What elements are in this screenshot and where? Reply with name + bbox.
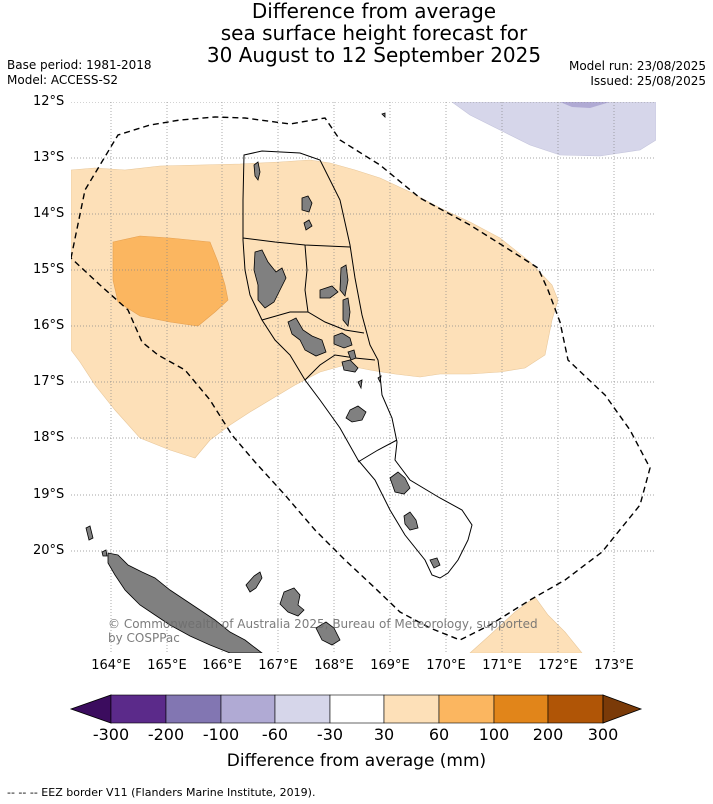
lat-label-18s: 18°S [33,430,65,445]
colorbar-bin-5 [329,694,385,724]
colorbar-bin-4 [274,694,331,724]
colorbar-bin-3 [220,694,276,724]
lon-label-165e: 165°E [147,658,187,673]
model-run-text: Model run: 23/08/2025 [568,59,706,73]
title-line-3: 30 August to 12 September 2025 [206,43,542,67]
colorbar-tick-label: -60 [261,725,289,744]
colorbar-extend-right [602,694,643,724]
colorbar-bin-2 [165,694,222,724]
lat-label-13s: 13°S [33,150,65,165]
colorbar-tick-label: -30 [316,725,344,744]
eez-border [71,116,651,641]
land-vanuatu [253,161,441,569]
province-boundary-1 [242,237,351,248]
lat-label-14s: 14°S [33,206,65,221]
province-boundary-4 [304,354,376,381]
anomaly-region-neg60-neg100 [560,102,610,108]
lat-label-19s: 19°S [33,487,65,502]
base-period-text: Base period: 1981-2018 [7,58,152,72]
colorbar-bin-6 [383,694,440,724]
map-title: Difference from average sea surface heig… [0,0,713,66]
land-new-caledonia [85,112,386,653]
colorbar-tick-label: 30 [373,725,395,744]
lon-label-169e: 169°E [370,658,410,673]
lon-label-173e: 173°E [594,658,634,673]
colorbar-tick-label: 60 [428,725,450,744]
eez-footnote: -- -- -- EEZ border V11 (Flanders Marine… [7,786,316,799]
colorbar-tick-label: -200 [147,725,185,744]
lat-label-15s: 15°S [33,262,65,277]
lon-label-167e: 167°E [258,658,298,673]
lat-label-17s: 17°S [33,374,65,389]
title-line-2: sea surface height forecast for [220,21,528,45]
colorbar-tick-label: 100 [478,725,510,744]
lon-label-164e: 164°E [91,658,131,673]
lat-label-12s: 12°S [33,94,65,109]
lat-label-16s: 16°S [33,318,65,333]
anomaly-region-30-60 [71,159,559,459]
anomaly-region-30-60-south [469,596,583,653]
meta-right: Model run: 23/08/2025 Issued: 25/08/2025 [569,59,706,89]
lat-label-20s: 20°S [33,543,65,558]
lon-label-166e: 166°E [202,658,242,673]
model-text: Model: ACCESS-S2 [7,73,119,87]
colorbar-extend-left [69,694,112,724]
province-boundary-outline [242,150,473,579]
colorbar-tick-label: 200 [532,725,564,744]
province-boundary-3 [261,311,365,334]
colorbar-tick-label: 300 [587,725,619,744]
colorbar-tick-label: -100 [202,725,240,744]
province-boundary-5 [357,439,398,463]
copyright-notice: © Commonwealth of Australia 2025, Bureau… [108,617,538,645]
copyright-line-2: by COSPPac [108,631,180,645]
copyright-line-1: © Commonwealth of Australia 2025, Bureau… [108,617,538,631]
map-plot-area [71,102,656,653]
colorbar-bin-7 [438,694,495,724]
colorbar-title: Difference from average (mm) [226,751,487,771]
colorbar-bin-8 [493,694,549,724]
colorbar-tick-label: -300 [92,725,130,744]
lon-label-172e: 172°E [538,658,578,673]
province-boundary-2 [304,244,309,313]
colorbar-bin-9 [547,694,604,724]
anomaly-region-neg30-neg60 [451,102,656,157]
title-line-1: Difference from average [251,0,497,23]
lon-label-170e: 170°E [426,658,466,673]
colorbar [69,694,643,724]
colorbar-bin-1 [110,694,167,724]
issued-text: Issued: 25/08/2025 [590,74,706,88]
lon-label-168e: 168°E [314,658,354,673]
meta-left: Base period: 1981-2018 Model: ACCESS-S2 [7,58,152,88]
lon-label-171e: 171°E [482,658,522,673]
